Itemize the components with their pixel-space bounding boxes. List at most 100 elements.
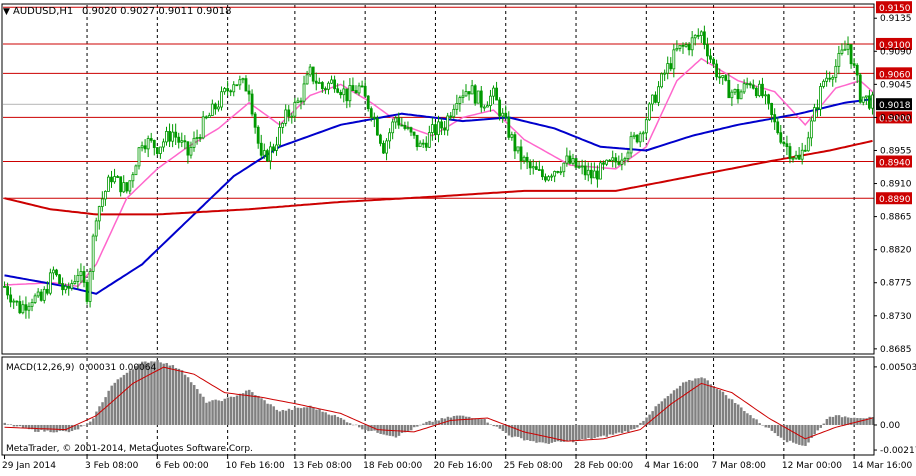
macd-bar — [862, 418, 865, 425]
candle-body — [21, 304, 25, 314]
macd-bar — [605, 424, 609, 437]
macd-bar — [795, 424, 798, 444]
candle-body — [531, 166, 535, 169]
macd-bar — [669, 393, 673, 425]
macd-bar — [819, 424, 822, 428]
candle-body — [82, 271, 86, 283]
candle-body — [684, 44, 688, 47]
candle-body — [155, 147, 159, 154]
macd-bar — [727, 398, 731, 425]
macd-bar — [86, 423, 89, 425]
macd-bar — [654, 406, 657, 425]
macd-bar — [645, 417, 648, 425]
macd-bar — [272, 406, 275, 425]
candle-body — [605, 159, 608, 165]
macd-bar — [544, 424, 547, 444]
candle-body — [547, 176, 550, 181]
macd-bar — [413, 424, 416, 428]
candle-body — [788, 146, 792, 159]
candle-body — [168, 131, 171, 142]
candle-body — [764, 94, 767, 97]
macd-bar — [345, 422, 349, 425]
candle-body — [761, 83, 764, 97]
candle-body — [800, 149, 804, 160]
macd-bar — [498, 424, 502, 429]
copyright-text: MetaTrader, © 2001-2014, MetaQuotes Soft… — [6, 444, 253, 454]
macd-bar — [516, 424, 520, 437]
macd-bar — [199, 393, 202, 425]
candle-body — [592, 170, 596, 179]
candle-body — [158, 146, 162, 154]
candle-body — [207, 115, 211, 118]
macd-bar — [260, 398, 263, 425]
macd-bar — [150, 361, 153, 425]
x-axis-label: 28 Feb 00:00 — [574, 461, 633, 471]
macd-bar — [568, 424, 572, 441]
macd-bar — [327, 414, 330, 425]
macd-bar — [235, 395, 239, 425]
macd-bar — [284, 410, 288, 425]
candle-body — [42, 288, 46, 301]
candle-body — [611, 157, 615, 161]
candle-body — [122, 182, 126, 193]
macd-bar — [507, 424, 511, 436]
macd-bar — [520, 424, 523, 439]
candle-body — [825, 77, 829, 82]
macd-bar — [807, 424, 810, 443]
macd-bar — [266, 403, 269, 425]
macd-bar — [364, 424, 367, 430]
candle-body — [687, 44, 691, 51]
macd-bar — [422, 423, 425, 425]
candle-body — [379, 134, 382, 144]
macd-bar — [868, 416, 871, 425]
macd-bar — [541, 424, 544, 443]
candle-body — [776, 121, 780, 134]
level-tag-label: 0.9060 — [879, 70, 911, 80]
y-axis-label: 0.9000 — [880, 113, 912, 123]
current-price-label: 0.9018 — [879, 101, 911, 111]
candle-body — [430, 124, 434, 133]
candle-body — [140, 145, 144, 149]
macd-bar — [98, 406, 101, 425]
candle-body — [745, 83, 749, 86]
macd-bar — [758, 423, 761, 425]
macd-bar — [95, 411, 98, 425]
candle-body — [64, 285, 68, 291]
macd-bar — [489, 424, 492, 425]
candle-body — [39, 291, 43, 301]
candle-body — [91, 235, 95, 272]
macd-bar — [651, 411, 654, 425]
candle-body — [626, 152, 630, 159]
macd-bar — [477, 418, 480, 425]
candle-body — [284, 109, 288, 124]
x-axis-label: 10 Feb 16:00 — [226, 461, 285, 471]
candle-body — [449, 115, 453, 118]
candle-body — [577, 166, 581, 169]
macd-bar — [678, 385, 682, 425]
candle-body — [198, 137, 202, 139]
candles-layer — [3, 25, 874, 319]
macd-y-label: 0.00 — [880, 421, 900, 431]
y-axis-label: 0.8955 — [880, 146, 912, 156]
macd-bar — [599, 424, 602, 437]
candle-body — [369, 108, 373, 118]
candle-body — [868, 95, 871, 109]
macd-bar — [153, 361, 156, 425]
price-pane-frame — [1, 3, 875, 355]
macd-bar — [251, 392, 254, 425]
candle-body — [473, 85, 477, 104]
candle-body — [794, 154, 798, 159]
macd-bar — [232, 396, 236, 425]
candle-body — [70, 283, 74, 289]
macd-bar — [730, 399, 734, 425]
macd-bar — [553, 424, 557, 442]
macd-bar — [847, 417, 850, 425]
dropdown-triangle-icon[interactable]: ▼ — [3, 7, 10, 17]
macd-bar — [672, 390, 676, 425]
candle-body — [94, 220, 98, 237]
macd-y-label: 0.00503 — [880, 363, 916, 373]
candle-body — [864, 95, 868, 98]
candle-body — [409, 127, 413, 133]
